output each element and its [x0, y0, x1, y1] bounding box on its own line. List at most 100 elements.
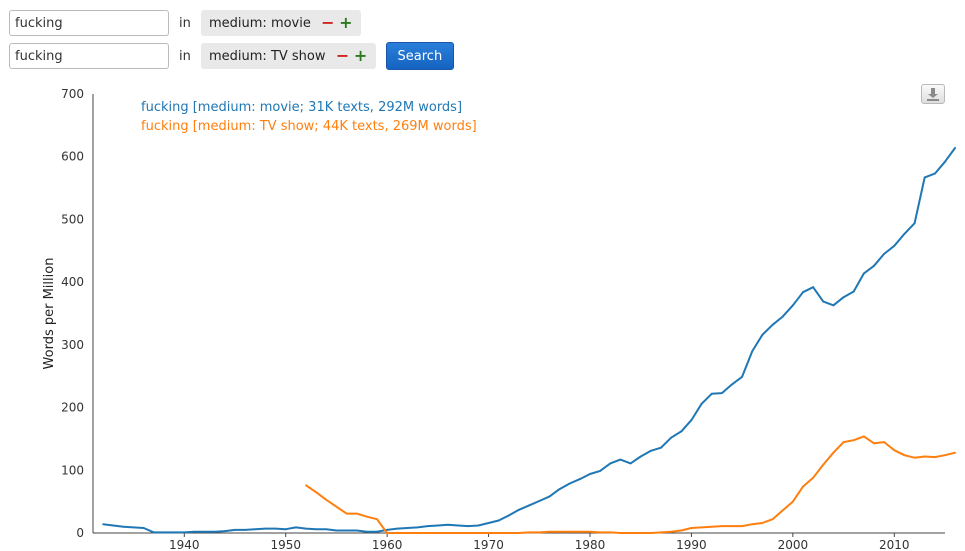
data-point-2 [487, 532, 490, 534]
facet-chip-2[interactable]: medium: TV show − + [201, 43, 376, 69]
data-point-1 [244, 528, 247, 531]
data-point-2 [548, 530, 551, 533]
data-point-1 [426, 525, 429, 528]
data-point-2 [629, 532, 632, 534]
data-point-2 [376, 518, 378, 521]
data-point-2 [852, 439, 855, 442]
data-point-2 [933, 456, 936, 459]
data-point-1 [862, 272, 865, 275]
data-point-2 [842, 441, 845, 443]
data-point-1 [386, 528, 389, 531]
data-point-2 [345, 512, 348, 515]
term-input-1[interactable] [9, 10, 169, 36]
search-button[interactable]: Search [385, 42, 455, 70]
data-point-1 [152, 531, 155, 534]
data-point-2 [781, 509, 784, 512]
data-point-2 [477, 532, 480, 534]
data-point-2 [883, 441, 886, 443]
data-point-1 [954, 147, 957, 149]
data-point-1 [345, 529, 348, 532]
remove-facet-button-2[interactable]: − [335, 46, 350, 65]
y-tick-label: 300 [61, 338, 84, 352]
data-point-1 [294, 526, 297, 529]
data-point-1 [649, 449, 652, 452]
data-point-2 [903, 454, 906, 457]
facet-chip-1[interactable]: medium: movie − + [201, 10, 361, 36]
legend-entry-2[interactable]: fucking [medium: TV show; 44K texts, 269… [141, 119, 477, 134]
data-point-1 [538, 500, 541, 502]
data-point-2 [741, 525, 744, 528]
data-point-1 [406, 527, 409, 529]
download-icon [927, 88, 939, 101]
facet-label-1: medium: movie [209, 15, 311, 31]
data-point-2 [518, 532, 520, 534]
data-point-1 [720, 392, 723, 395]
data-point-1 [944, 160, 946, 163]
data-point-2 [670, 530, 673, 533]
data-point-2 [426, 532, 429, 534]
legend-entry-1[interactable]: fucking [medium: movie; 31K texts, 292M … [141, 100, 462, 115]
data-point-2 [822, 463, 825, 466]
data-point-2 [507, 532, 510, 534]
data-point-2 [558, 530, 561, 533]
data-point-1 [903, 232, 906, 235]
data-point-2 [538, 531, 541, 534]
query-row-2: in medium: TV show − + Search [9, 41, 455, 71]
data-point-1 [193, 530, 196, 533]
add-facet-button-1[interactable]: + [339, 13, 353, 32]
data-point-2 [396, 532, 399, 534]
data-point-2 [436, 532, 439, 534]
series-line-2 [305, 435, 956, 534]
data-point-2 [406, 532, 409, 534]
data-point-1 [183, 531, 186, 534]
x-tick-label: 1960 [372, 538, 403, 551]
term-input-2[interactable] [9, 43, 169, 69]
data-point-1 [223, 530, 226, 533]
data-point-1 [173, 531, 176, 534]
x-tick-label: 2000 [778, 538, 809, 551]
data-point-2 [700, 526, 703, 529]
add-facet-button-2[interactable]: + [353, 46, 368, 65]
data-point-1 [416, 526, 419, 529]
data-point-1 [710, 392, 713, 395]
data-point-2 [710, 525, 713, 528]
data-point-2 [528, 531, 531, 534]
data-point-1 [578, 478, 581, 480]
data-point-2 [832, 451, 835, 454]
data-point-1 [112, 524, 115, 527]
data-point-2 [680, 529, 683, 532]
data-point-2 [913, 456, 916, 459]
data-point-1 [548, 495, 551, 498]
data-point-2 [578, 530, 581, 533]
y-tick-label: 0 [76, 526, 84, 540]
data-point-1 [558, 488, 561, 490]
data-point-1 [518, 508, 520, 511]
data-point-2 [335, 505, 338, 508]
data-point-2 [365, 515, 368, 518]
y-tick-label: 400 [61, 275, 84, 289]
x-tick-label: 1950 [270, 538, 301, 551]
data-point-1 [690, 419, 693, 422]
data-point-2 [944, 454, 946, 457]
data-point-1 [497, 519, 500, 522]
data-point-2 [355, 512, 358, 515]
data-point-1 [629, 462, 632, 465]
x-tick-label: 1980 [575, 538, 606, 551]
data-point-2 [873, 442, 875, 445]
data-point-2 [447, 532, 449, 534]
data-point-1 [761, 333, 764, 336]
data-point-2 [802, 485, 804, 488]
data-point-2 [771, 518, 774, 521]
remove-facet-button-1[interactable]: − [321, 13, 335, 32]
data-point-1 [771, 323, 774, 326]
data-point-1 [751, 350, 754, 353]
data-point-2 [791, 500, 794, 503]
data-point-2 [325, 498, 328, 501]
in-label-1: in [179, 15, 191, 31]
data-point-1 [325, 528, 328, 531]
data-point-1 [781, 315, 784, 318]
data-point-1 [122, 525, 125, 528]
data-point-2 [609, 531, 612, 534]
download-button[interactable] [921, 84, 945, 104]
